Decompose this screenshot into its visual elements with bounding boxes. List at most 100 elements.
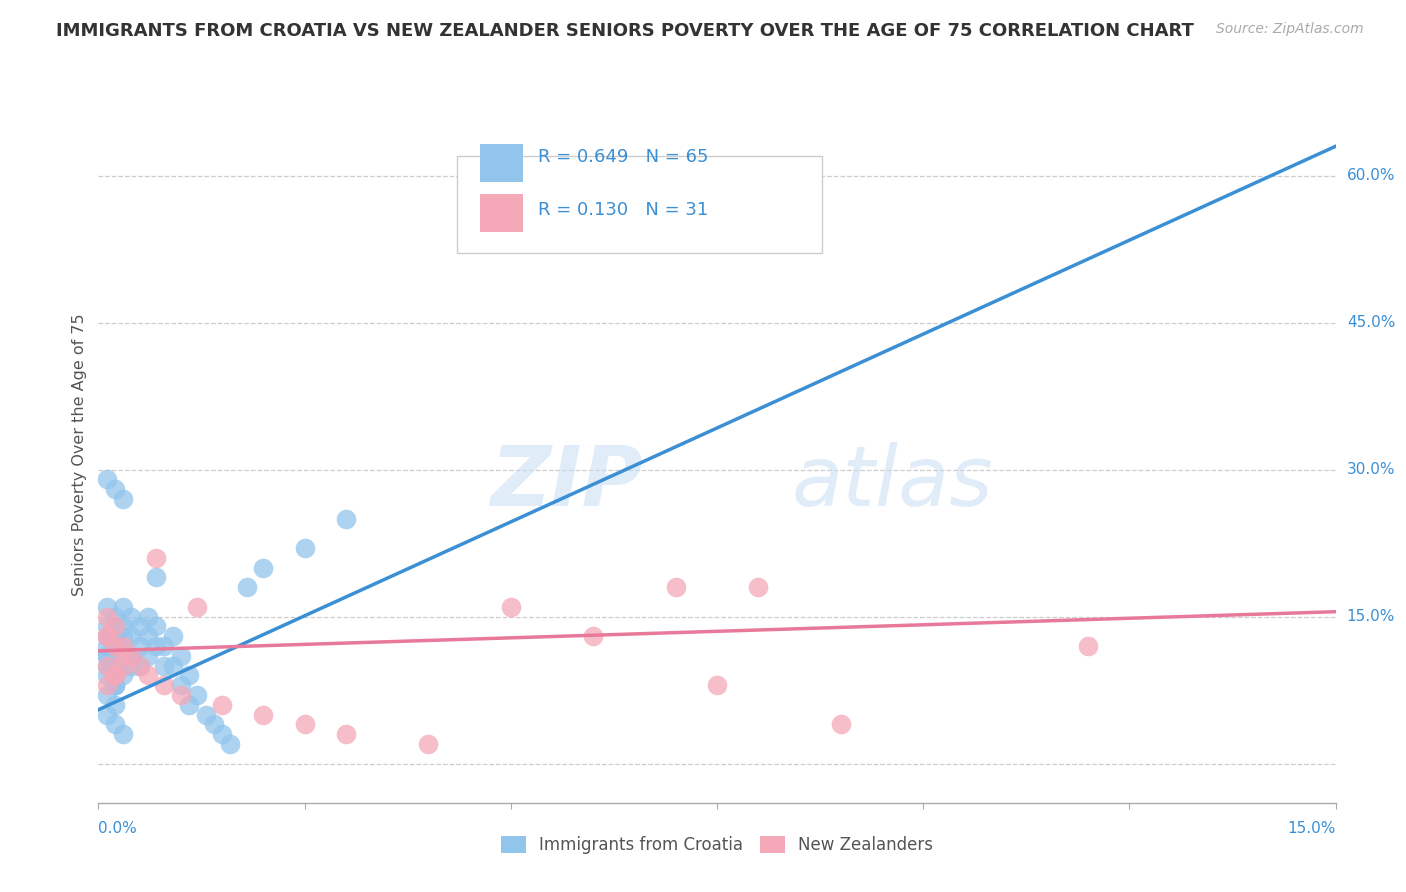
Point xyxy=(294,541,316,555)
Point xyxy=(186,688,208,702)
Text: Source: ZipAtlas.com: Source: ZipAtlas.com xyxy=(1216,22,1364,37)
Point xyxy=(252,707,274,722)
Point xyxy=(96,658,118,673)
Point xyxy=(335,727,357,741)
Point xyxy=(112,658,135,673)
Point xyxy=(96,609,118,624)
Point xyxy=(747,580,769,594)
Point xyxy=(211,727,233,741)
Bar xyxy=(479,194,523,232)
Point xyxy=(112,599,135,614)
Point xyxy=(96,668,118,682)
Point xyxy=(96,472,118,486)
Point xyxy=(120,648,142,663)
Point xyxy=(96,658,118,673)
Text: R = 0.649   N = 65: R = 0.649 N = 65 xyxy=(537,148,709,166)
Point xyxy=(252,560,274,574)
Text: 15.0%: 15.0% xyxy=(1347,609,1395,624)
Point xyxy=(104,678,127,692)
Text: 0.0%: 0.0% xyxy=(98,822,138,837)
Point xyxy=(96,629,118,643)
Point xyxy=(120,658,142,673)
Point xyxy=(186,599,208,614)
Text: 60.0%: 60.0% xyxy=(1347,168,1395,183)
Point xyxy=(219,737,242,751)
Point xyxy=(112,639,135,653)
Legend: Immigrants from Croatia, New Zealanders: Immigrants from Croatia, New Zealanders xyxy=(495,829,939,861)
Point xyxy=(104,639,127,653)
Point xyxy=(96,629,118,643)
Text: 15.0%: 15.0% xyxy=(1288,822,1336,837)
Point xyxy=(96,648,118,663)
Point xyxy=(136,629,159,643)
Point xyxy=(104,619,127,633)
Point xyxy=(120,648,142,663)
Point xyxy=(1077,639,1099,653)
Text: ZIP: ZIP xyxy=(491,442,643,524)
Y-axis label: Seniors Poverty Over the Age of 75: Seniors Poverty Over the Age of 75 xyxy=(72,314,87,596)
Point xyxy=(112,639,135,653)
Point xyxy=(112,648,135,663)
Point xyxy=(96,629,118,643)
Point xyxy=(145,570,167,584)
Point xyxy=(104,668,127,682)
Point xyxy=(418,737,440,751)
Point xyxy=(104,678,127,692)
Point xyxy=(145,639,167,653)
Point xyxy=(96,707,118,722)
Text: 30.0%: 30.0% xyxy=(1347,462,1395,477)
Point xyxy=(582,629,605,643)
Point xyxy=(96,688,118,702)
Point xyxy=(96,599,118,614)
Point xyxy=(104,668,127,682)
Point xyxy=(96,648,118,663)
Point xyxy=(170,648,193,663)
Bar xyxy=(479,144,523,182)
Point xyxy=(112,629,135,643)
Point xyxy=(96,619,118,633)
Text: 45.0%: 45.0% xyxy=(1347,315,1395,330)
Point xyxy=(211,698,233,712)
Text: atlas: atlas xyxy=(792,442,993,524)
Point xyxy=(112,491,135,506)
Point xyxy=(136,668,159,682)
Point xyxy=(112,619,135,633)
Point xyxy=(170,678,193,692)
Point xyxy=(104,698,127,712)
Point xyxy=(128,619,150,633)
Point xyxy=(112,639,135,653)
Point xyxy=(145,619,167,633)
Point xyxy=(104,609,127,624)
Point xyxy=(104,619,127,633)
Point xyxy=(162,658,184,673)
Point xyxy=(96,678,118,692)
Point xyxy=(112,668,135,682)
Point xyxy=(623,218,645,232)
Point xyxy=(236,580,259,594)
Point xyxy=(128,658,150,673)
Point xyxy=(104,678,127,692)
Point xyxy=(96,629,118,643)
Point xyxy=(112,648,135,663)
Point xyxy=(136,648,159,663)
Point xyxy=(179,668,201,682)
Point xyxy=(170,688,193,702)
Point xyxy=(104,668,127,682)
Point xyxy=(194,707,217,722)
Text: R = 0.130   N = 31: R = 0.130 N = 31 xyxy=(537,201,707,219)
Point xyxy=(202,717,225,731)
Point xyxy=(120,629,142,643)
Point xyxy=(128,658,150,673)
Point xyxy=(136,609,159,624)
Point xyxy=(112,727,135,741)
Point xyxy=(335,511,357,525)
Point xyxy=(104,658,127,673)
Point xyxy=(665,580,688,594)
Point xyxy=(128,639,150,653)
Point xyxy=(830,717,852,731)
Point xyxy=(153,639,176,653)
Point xyxy=(104,639,127,653)
Point xyxy=(104,629,127,643)
Text: IMMIGRANTS FROM CROATIA VS NEW ZEALANDER SENIORS POVERTY OVER THE AGE OF 75 CORR: IMMIGRANTS FROM CROATIA VS NEW ZEALANDER… xyxy=(56,22,1194,40)
Point xyxy=(145,550,167,565)
